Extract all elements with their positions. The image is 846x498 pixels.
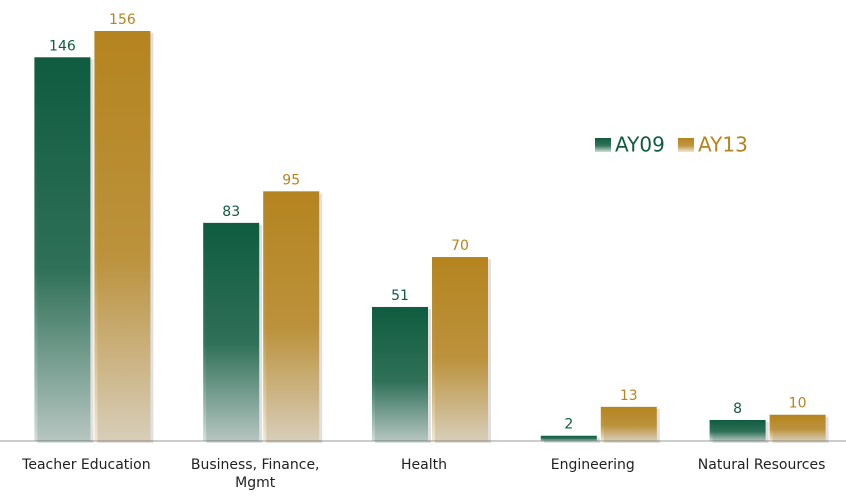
legend-label: AY13 [698, 133, 748, 157]
x-tick-label: Business, Finance, Mgmt [190, 457, 320, 491]
x-tick-label: Natural Resources [697, 457, 826, 473]
x-tick-label: Teacher Education [22, 457, 151, 473]
data-label: 95 [282, 172, 300, 188]
bar [709, 419, 766, 441]
x-tick-label: Health [401, 457, 447, 473]
data-label: 13 [620, 388, 638, 404]
bar [372, 306, 428, 441]
x-tick-label: Engineering [550, 457, 635, 473]
bar [540, 435, 597, 441]
legend-swatch [595, 138, 611, 152]
legend-swatch [678, 138, 694, 152]
bar [203, 222, 260, 441]
data-label: 83 [222, 204, 240, 220]
data-label: 70 [451, 238, 469, 254]
bar [94, 31, 151, 441]
data-label: 156 [109, 12, 136, 28]
bar [34, 57, 91, 442]
data-label: 146 [49, 38, 76, 54]
bar [600, 406, 657, 441]
bar [263, 191, 320, 441]
data-label: 8 [733, 401, 742, 417]
data-label: 51 [391, 288, 409, 304]
bar [769, 414, 826, 441]
data-label: 2 [564, 417, 573, 433]
legend-label: AY09 [615, 133, 665, 157]
bar [432, 257, 488, 441]
data-label: 10 [789, 396, 807, 412]
